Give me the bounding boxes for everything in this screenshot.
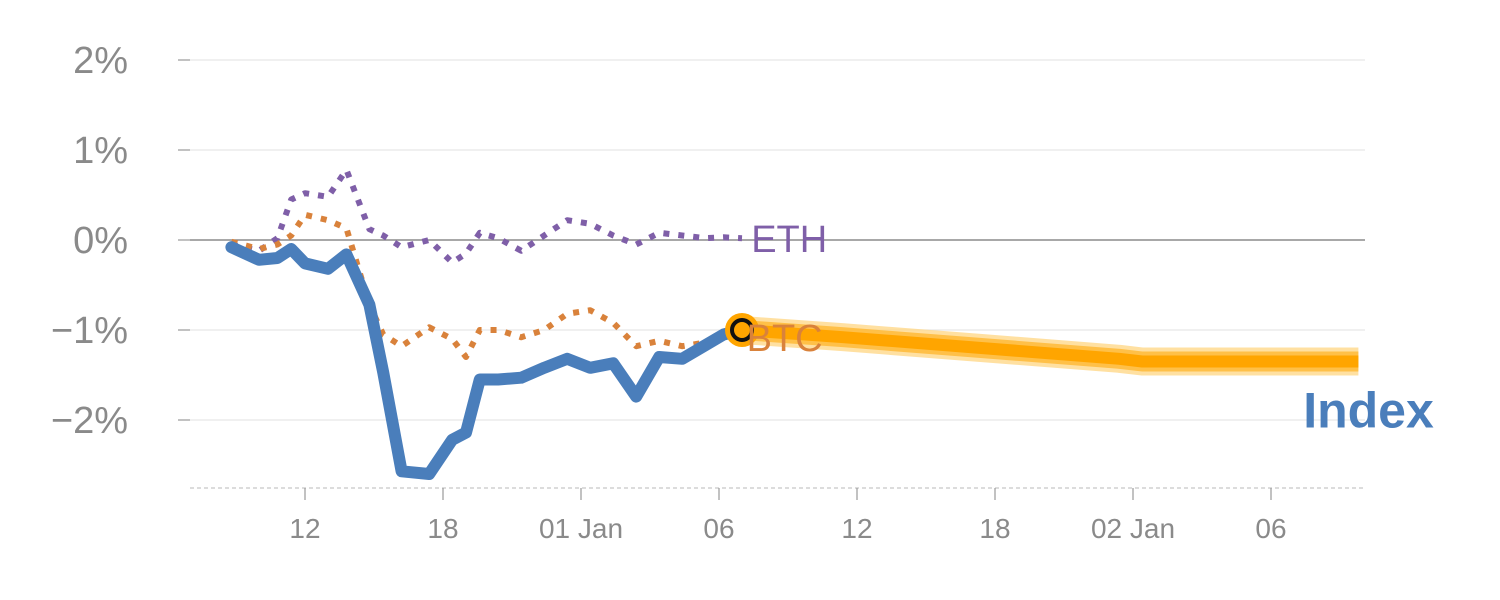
series-label-index: Index bbox=[1303, 383, 1434, 439]
y-tick-label: 2% bbox=[73, 40, 128, 82]
x-tick-label: 06 bbox=[703, 513, 734, 544]
forecast-line bbox=[741, 324, 1359, 368]
x-tick-label: 18 bbox=[427, 513, 458, 544]
gridlines bbox=[190, 59, 1365, 421]
x-tick-label: 12 bbox=[289, 513, 320, 544]
x-tick-label: 01 Jan bbox=[539, 513, 623, 544]
series-line-index bbox=[225, 241, 748, 480]
series-label-eth: ETH bbox=[751, 219, 827, 261]
series-labels: ETH BTC Index bbox=[747, 219, 1434, 439]
x-tick-label: 18 bbox=[979, 513, 1010, 544]
y-tick-label: −1% bbox=[51, 310, 128, 352]
current-point-marker-ring bbox=[725, 313, 759, 347]
current-point-marker-core bbox=[730, 318, 754, 342]
series-lines bbox=[225, 166, 1359, 480]
series-line-eth bbox=[230, 166, 743, 266]
y-tick-label: −2% bbox=[51, 400, 128, 442]
x-tick-label: 12 bbox=[841, 513, 872, 544]
series-label-btc: BTC bbox=[747, 318, 823, 360]
y-tick-label: 1% bbox=[73, 130, 128, 172]
y-tick-label: 0% bbox=[73, 220, 128, 262]
x-axis: 12 18 01 Jan 06 12 18 02 Jan 06 bbox=[190, 487, 1365, 544]
y-axis: 2% 1% 0% −1% −2% bbox=[51, 40, 190, 442]
series-line-btc bbox=[230, 211, 743, 360]
x-tick-label: 06 bbox=[1255, 513, 1286, 544]
x-tick-label: 02 Jan bbox=[1091, 513, 1175, 544]
